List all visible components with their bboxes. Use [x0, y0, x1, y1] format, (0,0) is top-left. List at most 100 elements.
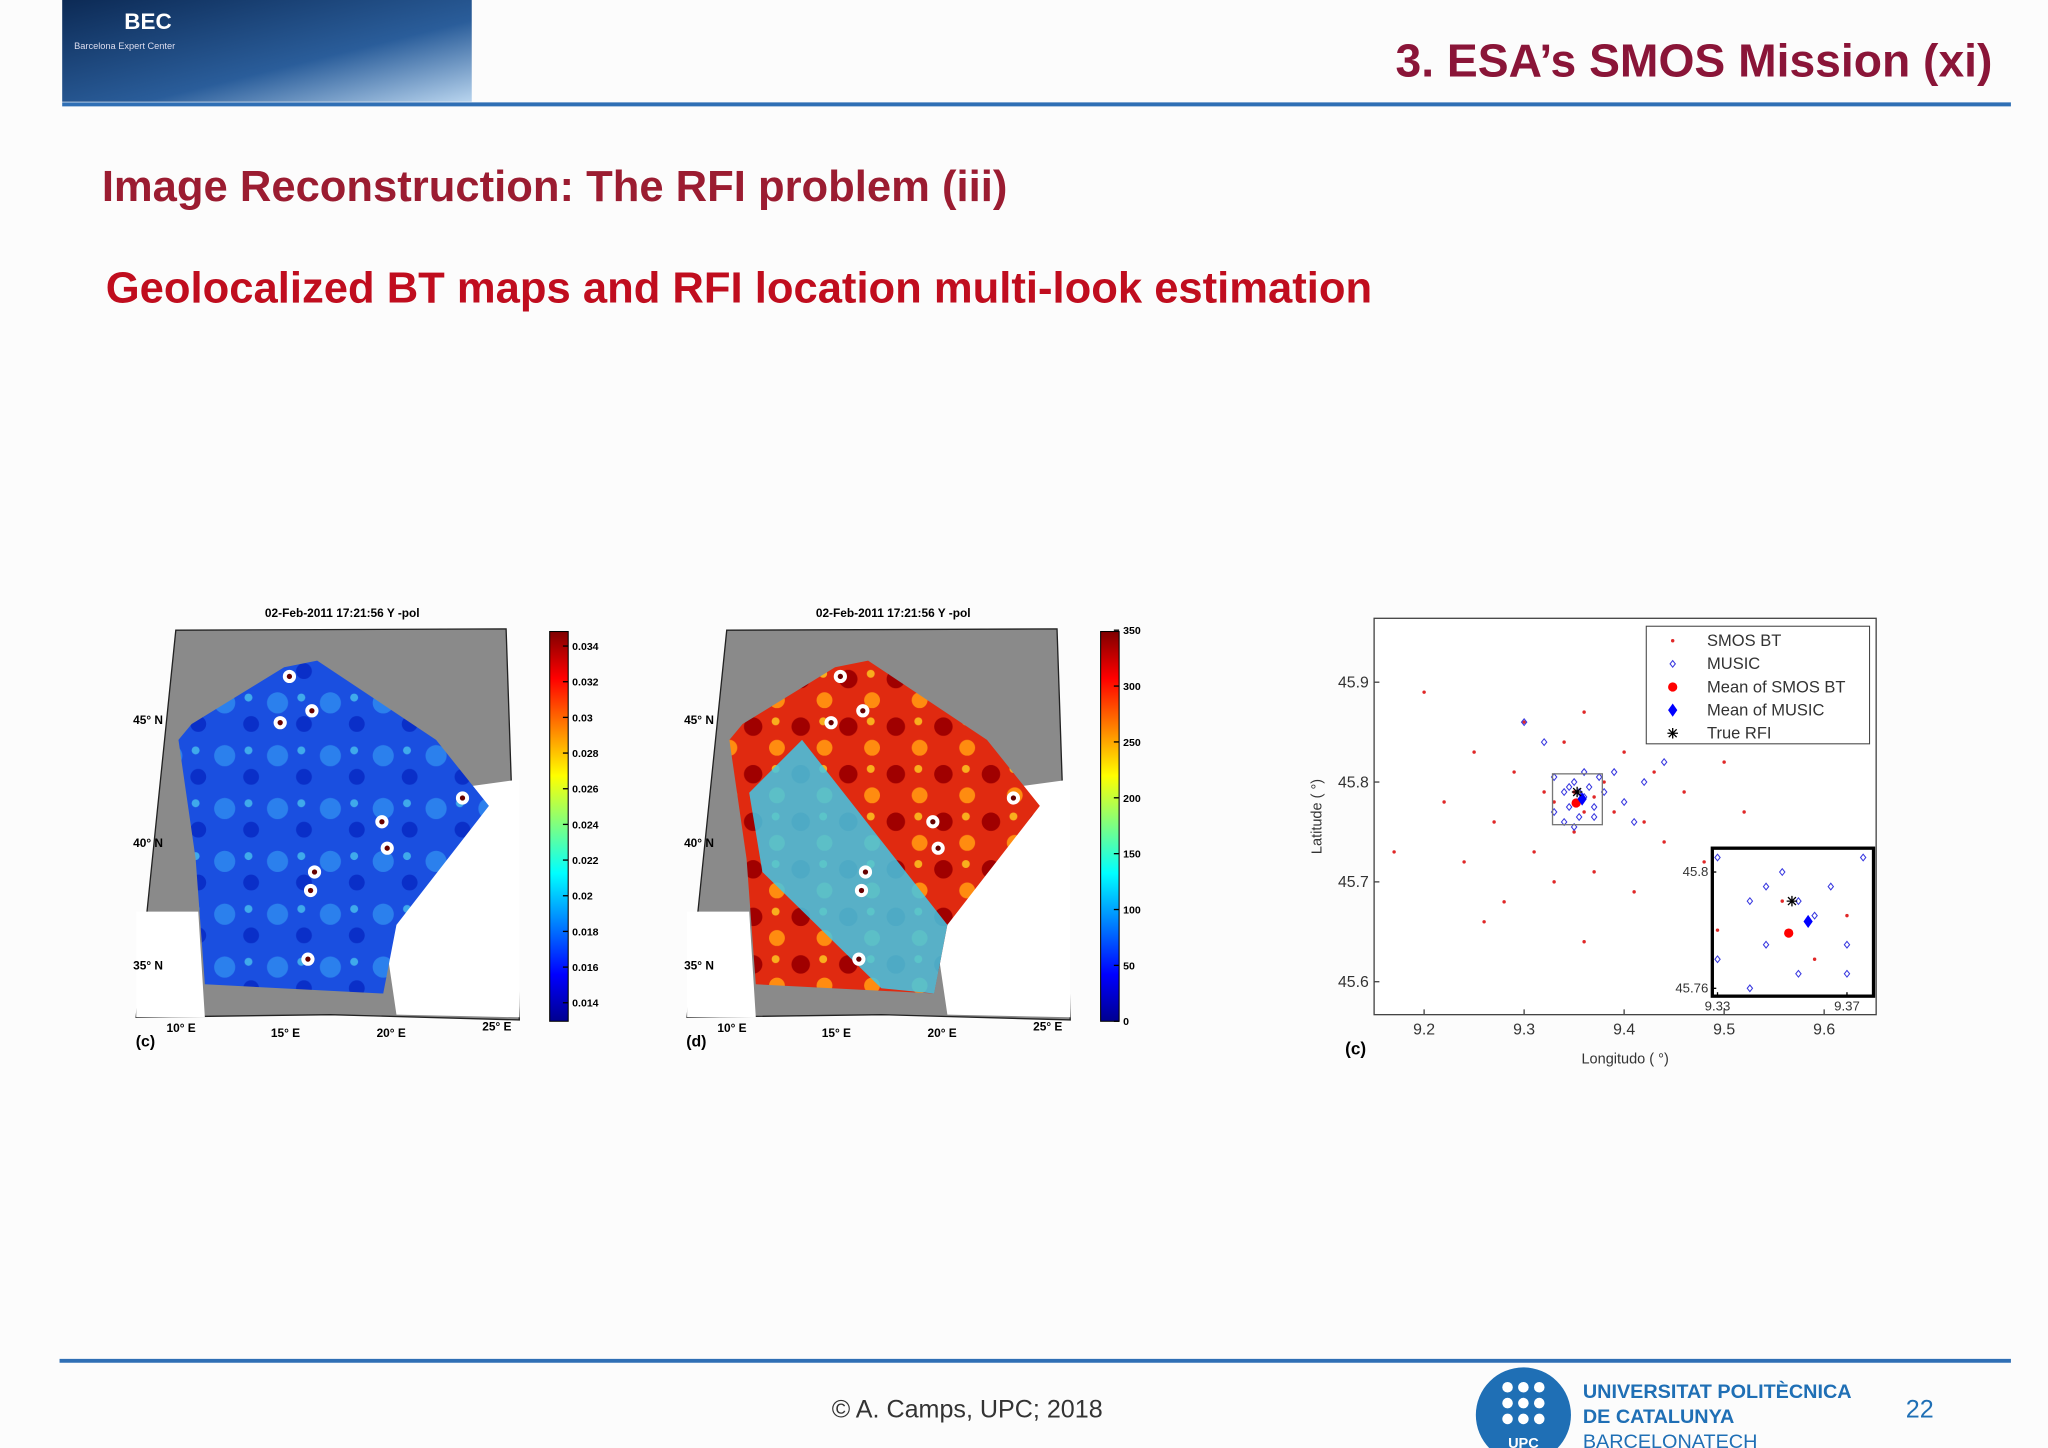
- colorbar-label: 0.016: [572, 962, 599, 974]
- x-tick-label: 9.4: [1613, 1021, 1635, 1038]
- lat-label: 35° N: [684, 959, 714, 973]
- lon-label: 15° E: [822, 1026, 851, 1040]
- inset-x-tick-label: 9.33: [1705, 999, 1731, 1014]
- colorbar-label: 0.02: [572, 891, 593, 903]
- rfi-spot: [286, 673, 293, 680]
- mean-marker: [1784, 928, 1794, 938]
- logo-dot: [1533, 1381, 1545, 1393]
- map-title: 02-Feb-2011 17:21:56 Y -pol: [816, 606, 971, 620]
- point: [1714, 853, 1721, 862]
- university-name: DE CATALUNYA: [1583, 1406, 1734, 1428]
- colorbar-label: 300: [1123, 681, 1141, 693]
- point: [1520, 717, 1528, 727]
- point: [1522, 720, 1526, 724]
- rfi-spot: [828, 720, 834, 726]
- legend-label: MUSIC: [1707, 655, 1760, 673]
- point: [1602, 780, 1606, 784]
- point: [1502, 900, 1506, 904]
- point: [1540, 737, 1548, 747]
- map-land: [136, 911, 205, 1018]
- colorbar-label: 0: [1123, 1016, 1129, 1028]
- point: [1812, 957, 1817, 961]
- point: [1610, 767, 1618, 777]
- logo-dot: [1518, 1381, 1529, 1393]
- inset-points: [1714, 853, 1867, 993]
- point: [1669, 659, 1677, 669]
- logo-text: BEC: [124, 9, 171, 34]
- colorbar-label: 0.024: [572, 819, 599, 831]
- colorbar-label: 0.028: [572, 748, 599, 760]
- zoom-box: [1551, 773, 1603, 826]
- rfi-spot: [837, 673, 843, 680]
- point: [1843, 940, 1851, 949]
- point: [1575, 812, 1583, 822]
- lat-label: 40° N: [684, 836, 714, 850]
- logo-dot: [1502, 1397, 1513, 1409]
- colorbar-label: 250: [1123, 737, 1141, 749]
- lon-label: 15° E: [271, 1026, 300, 1040]
- panel-label: (d): [686, 1033, 706, 1050]
- legend-label: Mean of MUSIC: [1707, 701, 1824, 719]
- colorbar-label: 200: [1123, 793, 1141, 805]
- point: [1585, 782, 1593, 792]
- lat-label: 45° N: [133, 713, 163, 727]
- footer-credit: © A. Camps, UPC; 2018: [832, 1396, 1103, 1424]
- logo-dot: [1502, 1381, 1513, 1393]
- lon-label: 10° E: [167, 1021, 196, 1035]
- upc-logo-text: UPC: [1508, 1436, 1539, 1448]
- mean-marker: [1803, 914, 1813, 929]
- rfi-spot: [307, 887, 314, 894]
- point: [1582, 940, 1586, 944]
- point: [1746, 896, 1754, 906]
- inset-x-tick-label: 9.37: [1834, 999, 1860, 1014]
- rfi-spot: [862, 869, 869, 875]
- point: [1532, 850, 1536, 854]
- rfi-spot: [935, 845, 941, 851]
- subtitle: Geolocalized BT maps and RFI location mu…: [106, 265, 1372, 313]
- inset-y-tick-label: 45.76: [1675, 980, 1708, 995]
- point: [1682, 790, 1686, 794]
- point: [1762, 882, 1770, 891]
- colorbar: [549, 630, 569, 1022]
- colorbar-label: 100: [1123, 904, 1141, 916]
- point: [1722, 760, 1726, 764]
- point: [1570, 822, 1578, 832]
- point: [1859, 853, 1867, 862]
- point: [1795, 896, 1802, 906]
- rfi-spot: [311, 869, 318, 875]
- rfi-spot: [309, 708, 315, 714]
- rfi-spot: [459, 795, 466, 801]
- colorbar-label: 50: [1123, 960, 1135, 972]
- lat-label: 45° N: [684, 713, 714, 727]
- y-tick-label: 45.9: [1338, 674, 1369, 691]
- rfi-spot: [384, 845, 390, 851]
- point: [1742, 810, 1746, 814]
- point: [1592, 795, 1596, 799]
- section-title: Image Reconstruction: The RFI problem (i…: [102, 163, 1008, 211]
- point: [1827, 882, 1835, 891]
- x-tick-label: 9.6: [1813, 1021, 1835, 1038]
- point: [1714, 955, 1721, 964]
- point: [1632, 890, 1636, 894]
- panel-label: (c): [1345, 1038, 1366, 1058]
- rfi-spot: [305, 956, 311, 962]
- rfi-spot: [277, 720, 283, 726]
- lon-label: 10° E: [717, 1021, 746, 1035]
- point: [1492, 820, 1496, 824]
- logo-banner: [62, 0, 472, 102]
- lat-label: 35° N: [133, 959, 163, 973]
- point: [1590, 802, 1598, 812]
- university-name: UNIVERSITAT POLITÈCNICA: [1583, 1380, 1852, 1403]
- colorbar-label: 0.032: [572, 677, 599, 689]
- colorbar-label: 0.018: [572, 926, 599, 938]
- map-title: 02-Feb-2011 17:21:56 Y -pol: [265, 606, 420, 620]
- colorbar-label: 350: [1123, 625, 1141, 637]
- point: [1640, 777, 1648, 787]
- x-tick-label: 9.2: [1413, 1021, 1435, 1038]
- mean-marker: [1668, 703, 1678, 717]
- point: [1652, 770, 1656, 774]
- page-number: 22: [1906, 1396, 1934, 1424]
- university-name: BARCELONATECH: [1583, 1431, 1758, 1448]
- mean-marker: [1577, 792, 1587, 806]
- point: [1843, 969, 1851, 978]
